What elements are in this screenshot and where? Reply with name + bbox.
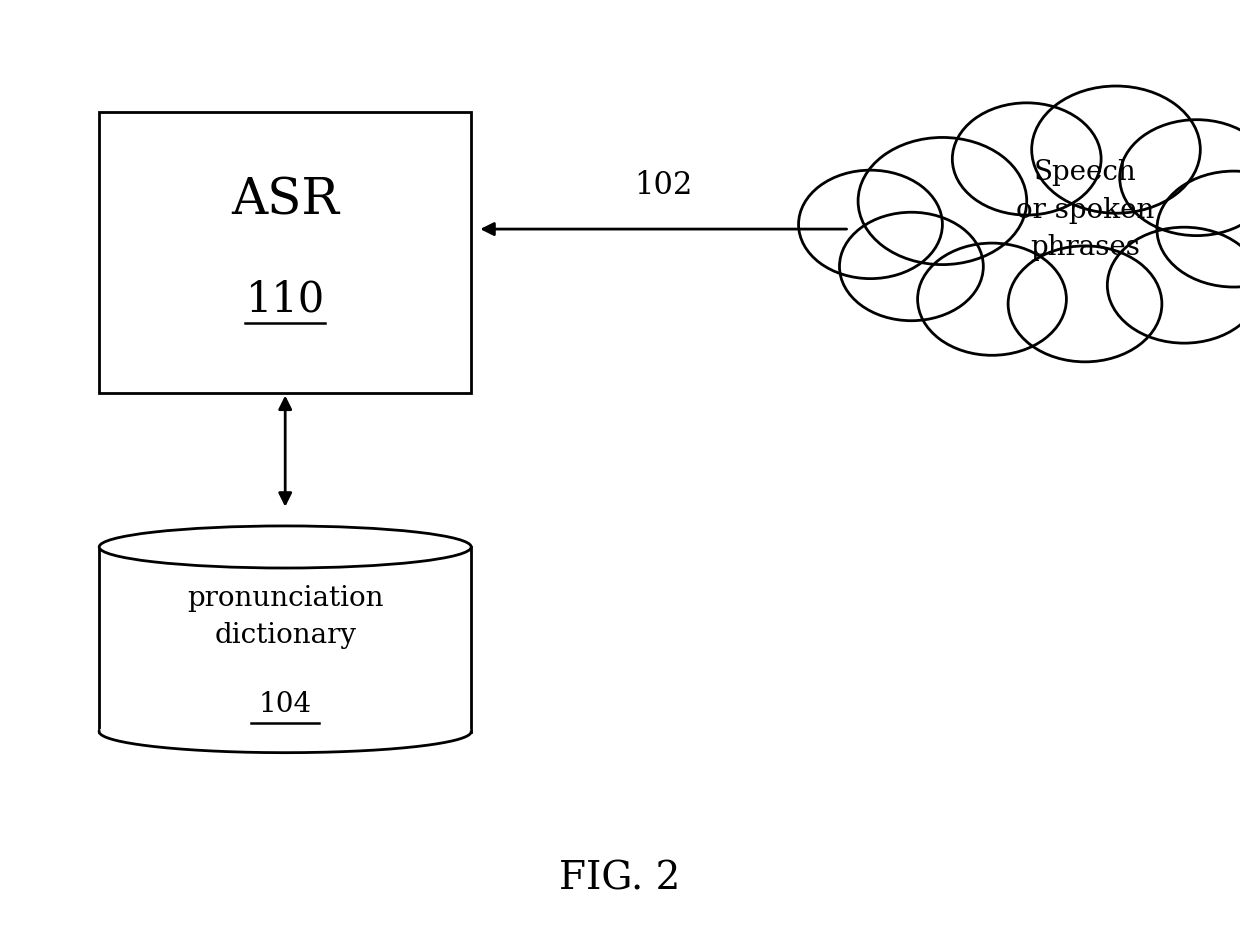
Text: 104: 104 [259,691,311,717]
FancyBboxPatch shape [99,112,471,393]
Circle shape [1032,86,1200,213]
Circle shape [1008,246,1162,362]
Text: 110: 110 [246,279,325,320]
Circle shape [1107,227,1240,343]
Circle shape [952,103,1101,215]
Ellipse shape [99,711,471,753]
Text: ASR: ASR [231,177,340,225]
Circle shape [1157,171,1240,287]
Circle shape [858,137,1027,265]
Circle shape [839,212,983,321]
Text: 102: 102 [634,170,693,201]
Circle shape [918,243,1066,355]
Text: pronunciation
dictionary: pronunciation dictionary [187,585,383,649]
Ellipse shape [99,525,471,568]
Circle shape [1120,120,1240,236]
Circle shape [799,170,942,279]
Text: Speech
or spoken
phrases: Speech or spoken phrases [1016,159,1154,262]
Polygon shape [99,547,471,731]
Text: FIG. 2: FIG. 2 [559,860,681,898]
